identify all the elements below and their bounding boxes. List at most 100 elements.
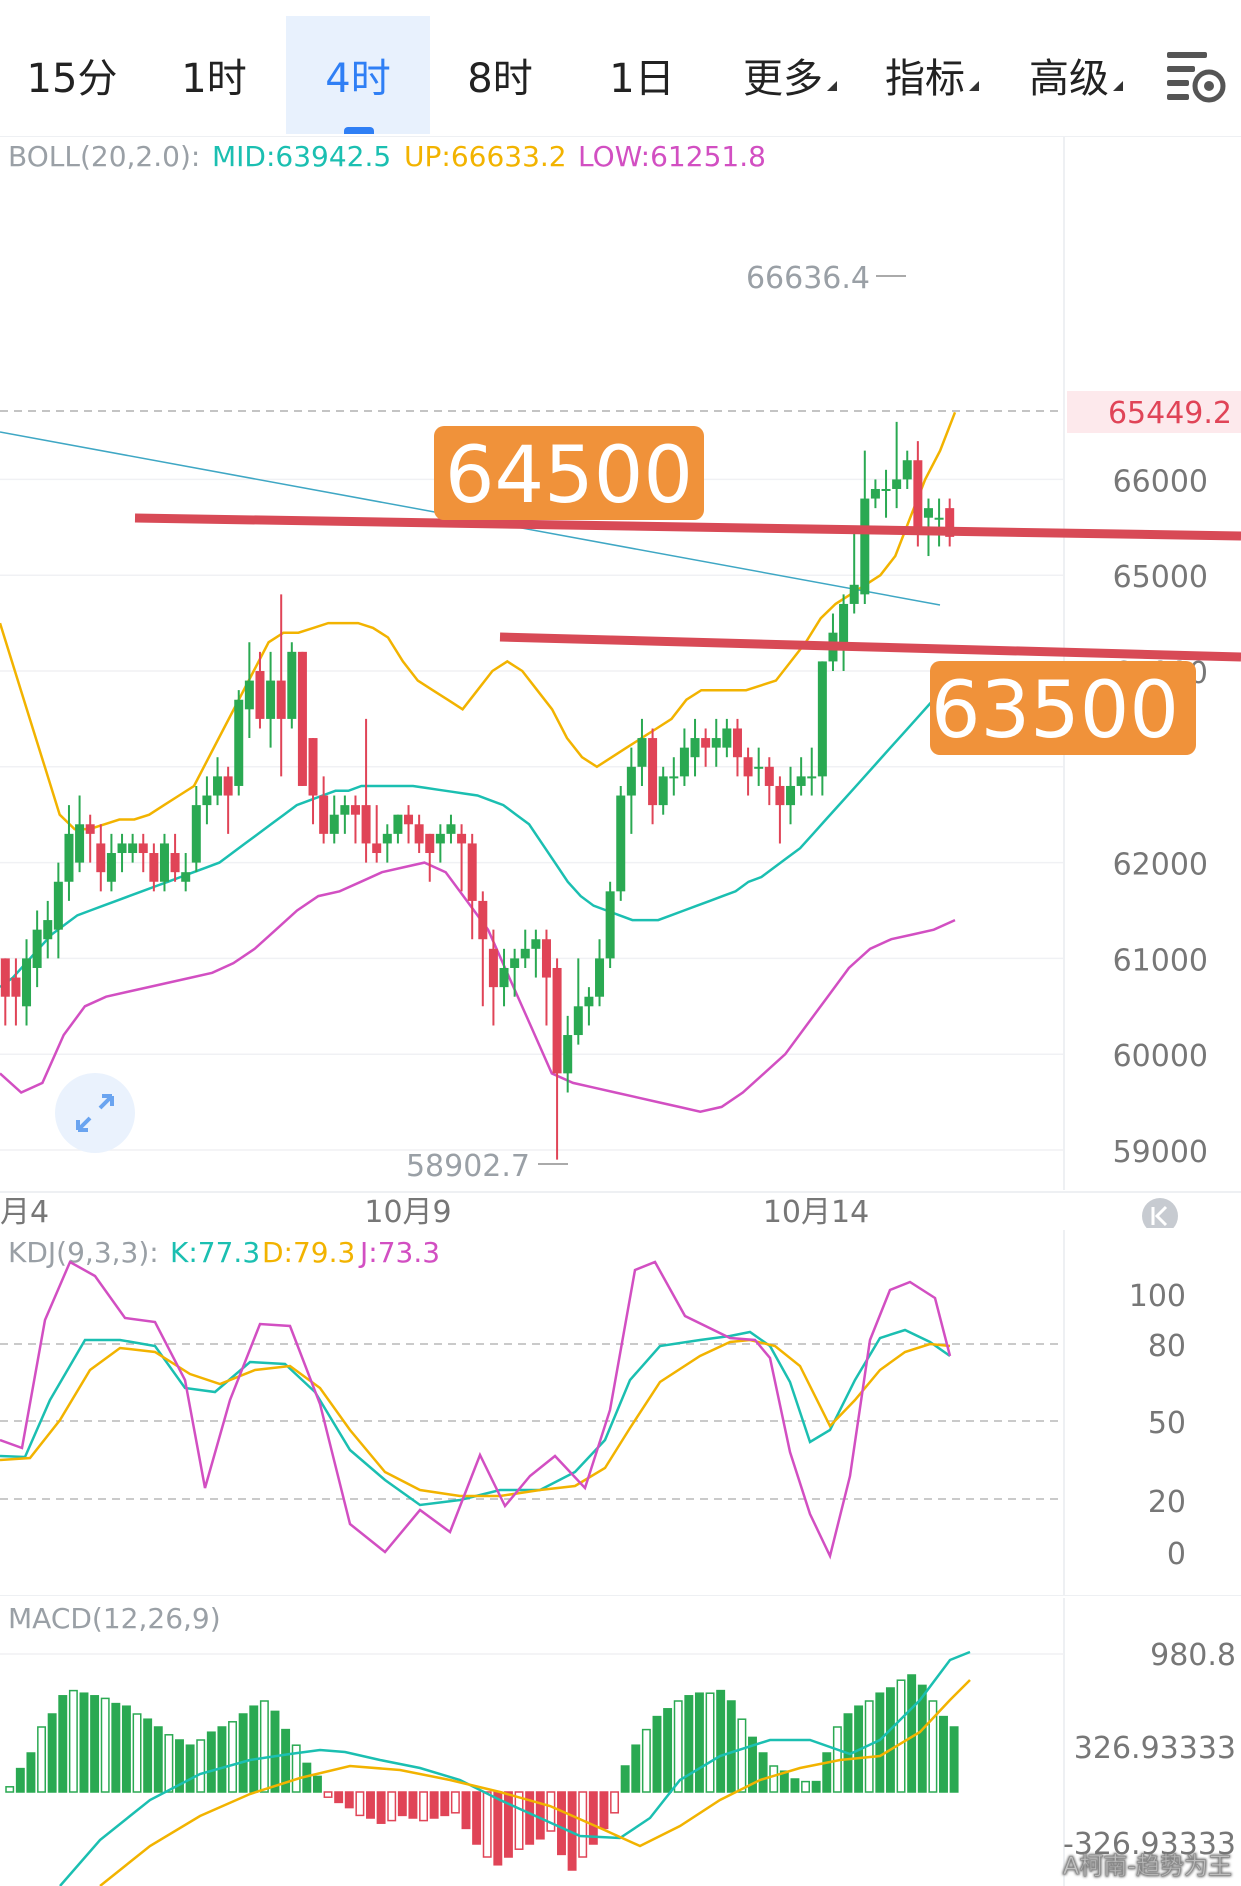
candle-body	[276, 680, 286, 719]
macd-histogram-bar	[153, 1726, 163, 1793]
candle-body	[234, 699, 244, 786]
macd-histogram-bar	[79, 1692, 89, 1793]
candle-body	[329, 814, 339, 834]
candle-body	[350, 805, 360, 815]
macd-histogram-bar	[450, 1791, 460, 1814]
candle-body	[0, 958, 10, 997]
tab-advanced[interactable]: 高级	[1004, 16, 1148, 134]
macd-histogram-bar	[726, 1700, 736, 1793]
macd-tick-label: -326.93333	[1063, 1827, 1236, 1862]
candle-body	[149, 853, 159, 882]
price-axis: 66000650006400062000610006000059000	[1113, 464, 1208, 1170]
candle-body	[488, 948, 498, 988]
candlesticks	[0, 421, 955, 1160]
macd-histogram-bar	[769, 1765, 779, 1793]
macd-histogram-bar	[578, 1791, 588, 1858]
macd-histogram-bar	[790, 1778, 800, 1793]
candle-body	[637, 738, 647, 767]
macd-histogram-bar	[896, 1679, 906, 1793]
candle-body	[266, 680, 276, 719]
candle-body	[361, 805, 371, 844]
macd-histogram-bar	[652, 1715, 662, 1793]
macd-histogram-bar	[514, 1791, 524, 1850]
candle-body	[775, 785, 785, 806]
kdj-grid	[0, 1343, 1064, 1500]
dropdown-triangle-icon	[827, 81, 837, 91]
resistance-line-64500	[134, 513, 1241, 541]
candle-body	[711, 738, 721, 748]
macd-histogram-bar	[503, 1791, 513, 1858]
tab-4h[interactable]: 4时	[286, 16, 430, 134]
macd-histogram-bar	[387, 1791, 397, 1822]
tab-15m[interactable]: 15分	[0, 16, 144, 134]
macd-histogram-bar	[429, 1791, 439, 1819]
macd-histogram-bar	[419, 1791, 429, 1822]
macd-histogram-bar	[408, 1791, 418, 1819]
candle-body	[414, 824, 424, 844]
macd-histogram-bar	[238, 1713, 248, 1793]
candle-body	[605, 891, 615, 959]
kdj-d-value: D:79.3	[262, 1236, 355, 1269]
candle-body	[181, 872, 191, 882]
macd-histogram-bar	[259, 1700, 269, 1793]
macd-histogram-bar	[440, 1791, 450, 1817]
macd-histogram-bar	[164, 1734, 174, 1793]
macd-histogram-bar	[716, 1689, 726, 1793]
kdj-j-value: J:73.3	[358, 1236, 440, 1269]
tab-label: 更多	[743, 56, 823, 102]
candle-body	[669, 776, 679, 779]
candle-body	[701, 738, 711, 748]
tab-indicators[interactable]: 指标	[860, 16, 1004, 134]
kdj-tick-label: 0	[1167, 1537, 1186, 1572]
macd-histogram-bar	[58, 1695, 68, 1793]
macd-histogram-bar	[90, 1695, 100, 1793]
price-chart[interactable]: BOLL(20,2.0): MID:63942.5 UP:66633.2 LOW…	[0, 136, 1241, 1228]
tab-label: 1时	[181, 56, 247, 102]
macd-tick-label: 980.8	[1150, 1638, 1236, 1673]
macd-histogram-bar	[907, 1674, 917, 1793]
tab-1d[interactable]: 1日	[570, 16, 714, 134]
macd-histogram-bar	[47, 1713, 57, 1793]
kdj-panel: KDJ(9,3,3): K:77.3 D:79.3 J:73.3 100 80 50…	[0, 1230, 1241, 1596]
macd-histogram-bar	[641, 1728, 651, 1793]
tab-8h[interactable]: 8时	[428, 16, 572, 134]
candle-body	[881, 488, 891, 491]
macd-histogram-bar	[885, 1687, 895, 1793]
candle-body	[213, 776, 223, 796]
macd-histogram-bar	[482, 1791, 492, 1858]
chart-settings-icon[interactable]	[1165, 48, 1227, 108]
boll-label: BOLL(20,2.0):	[8, 140, 200, 173]
candle-body	[870, 488, 880, 499]
tab-1h[interactable]: 1时	[142, 16, 286, 134]
candle-body	[860, 498, 870, 595]
macd-histogram-bar	[217, 1726, 227, 1793]
tab-more[interactable]: 更多	[718, 16, 862, 134]
macd-histogram-bar	[461, 1791, 471, 1830]
kdj-axis: 100 80 50 20 0	[1129, 1279, 1186, 1572]
macd-histogram-bar	[143, 1718, 153, 1793]
macd-histogram-bar	[196, 1739, 206, 1793]
macd-histogram-bar	[175, 1739, 184, 1793]
candle-body	[754, 766, 764, 769]
candle-body	[128, 843, 138, 854]
boll-low-value: LOW:61251.8	[578, 140, 766, 173]
macd-histogram-bar	[928, 1700, 938, 1793]
boll-up-line	[0, 411, 957, 831]
tab-label: 4时	[325, 56, 391, 102]
candle-body	[138, 843, 148, 854]
macd-histogram-bar	[694, 1692, 704, 1793]
macd-histogram-bar	[620, 1765, 630, 1793]
candle-body	[22, 958, 32, 1007]
macd-histogram-bar	[939, 1715, 948, 1793]
candle-body	[372, 843, 382, 854]
boll-up-value: UP:66633.2	[404, 140, 567, 173]
expand-button[interactable]	[55, 1073, 135, 1153]
macd-histogram-bar	[525, 1791, 535, 1845]
macd-histogram-bar	[546, 1791, 556, 1832]
tab-label: 8时	[467, 56, 533, 102]
candle-body	[584, 996, 594, 1007]
candle-body	[85, 824, 95, 834]
candle-body	[106, 853, 116, 882]
candle-body	[595, 958, 605, 997]
candle-body	[404, 814, 414, 825]
